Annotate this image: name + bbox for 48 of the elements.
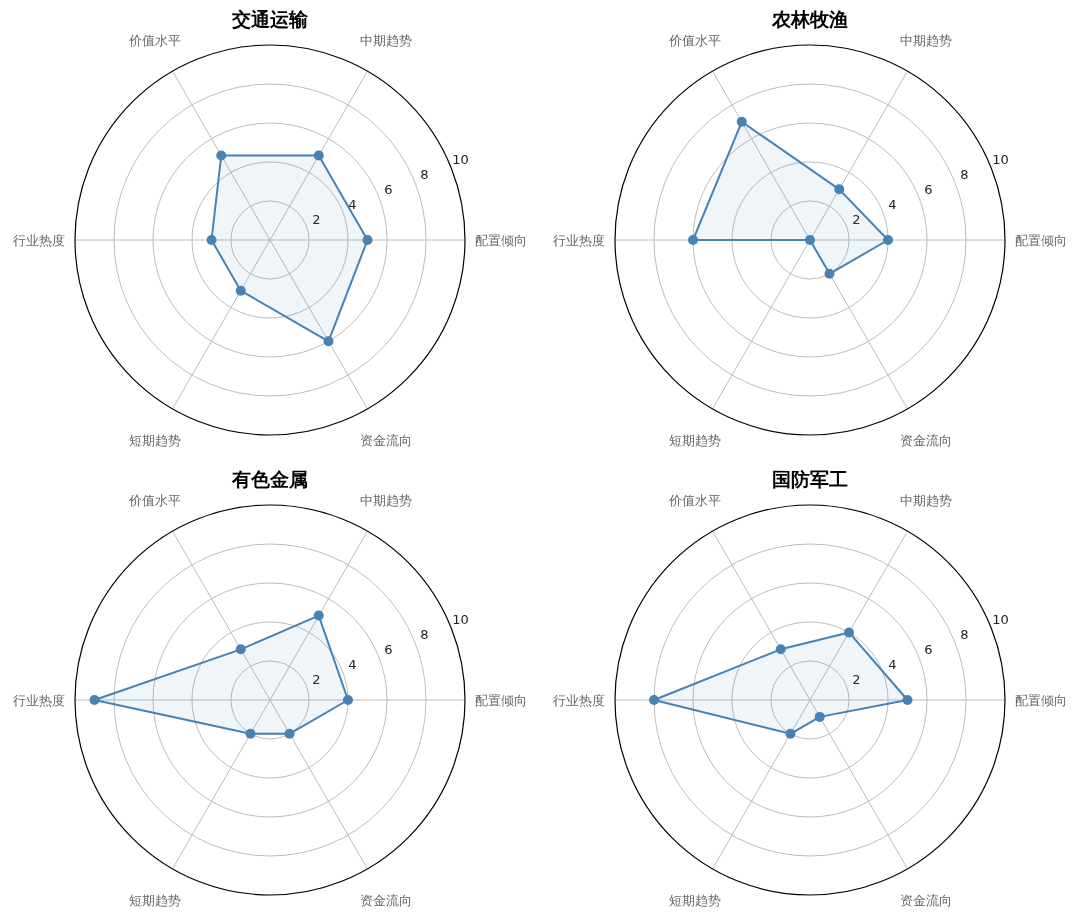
spoke-label: 短期趋势 bbox=[668, 433, 721, 449]
y-tick-label: 4 bbox=[888, 656, 897, 672]
y-tick-label: 4 bbox=[348, 196, 357, 212]
spoke-label: 价值水平 bbox=[667, 32, 721, 48]
spoke-label: 配置倾向 bbox=[475, 233, 527, 248]
y-tick-label: 8 bbox=[960, 626, 969, 642]
spoke-label: 中期趋势 bbox=[899, 32, 952, 48]
spoke-label: 配置倾向 bbox=[475, 693, 527, 708]
y-tick-label: 2 bbox=[312, 671, 321, 687]
y-tick-label: 2 bbox=[852, 671, 861, 687]
y-tick-label: 8 bbox=[960, 166, 969, 182]
spoke-label: 短期趋势 bbox=[668, 893, 721, 909]
spoke-label: 中期趋势 bbox=[359, 32, 412, 48]
spoke-label: 行业热度 bbox=[553, 233, 605, 248]
chart-title: 有色金属 bbox=[231, 468, 308, 490]
y-tick-label: 10 bbox=[452, 611, 469, 627]
spoke-label: 资金流向 bbox=[899, 893, 952, 909]
spoke-label: 配置倾向 bbox=[1015, 233, 1067, 248]
chart-title: 交通运输 bbox=[231, 8, 309, 30]
spoke-label: 中期趋势 bbox=[359, 492, 412, 508]
spoke-label: 资金流向 bbox=[359, 893, 412, 909]
chart-title: 农林牧渔 bbox=[771, 8, 848, 30]
y-tick-label: 10 bbox=[452, 151, 469, 167]
y-tick-label: 10 bbox=[992, 151, 1009, 167]
y-tick-label: 2 bbox=[852, 211, 861, 227]
spoke-label: 中期趋势 bbox=[899, 492, 952, 508]
spoke-label: 资金流向 bbox=[359, 433, 412, 449]
spoke-label: 短期趋势 bbox=[128, 893, 181, 909]
y-tick-label: 8 bbox=[420, 626, 429, 642]
y-tick-label: 6 bbox=[924, 641, 933, 657]
y-tick-label: 6 bbox=[384, 641, 393, 657]
y-tick-label: 4 bbox=[348, 656, 357, 672]
spoke-label: 价值水平 bbox=[127, 492, 181, 508]
spoke-label: 行业热度 bbox=[13, 693, 65, 708]
spoke-label: 行业热度 bbox=[553, 693, 605, 708]
spoke-label: 短期趋势 bbox=[128, 433, 181, 449]
spoke-label: 价值水平 bbox=[667, 492, 721, 508]
spoke-label: 资金流向 bbox=[899, 433, 952, 449]
spoke-label: 行业热度 bbox=[13, 233, 65, 248]
chart-title: 国防军工 bbox=[772, 468, 848, 490]
y-tick-label: 6 bbox=[924, 181, 933, 197]
y-tick-label: 4 bbox=[888, 196, 897, 212]
y-tick-label: 6 bbox=[384, 181, 393, 197]
y-tick-label: 2 bbox=[312, 211, 321, 227]
spoke-label: 价值水平 bbox=[127, 32, 181, 48]
y-tick-label: 8 bbox=[420, 166, 429, 182]
spoke-label: 配置倾向 bbox=[1015, 693, 1067, 708]
y-tick-label: 10 bbox=[992, 611, 1009, 627]
